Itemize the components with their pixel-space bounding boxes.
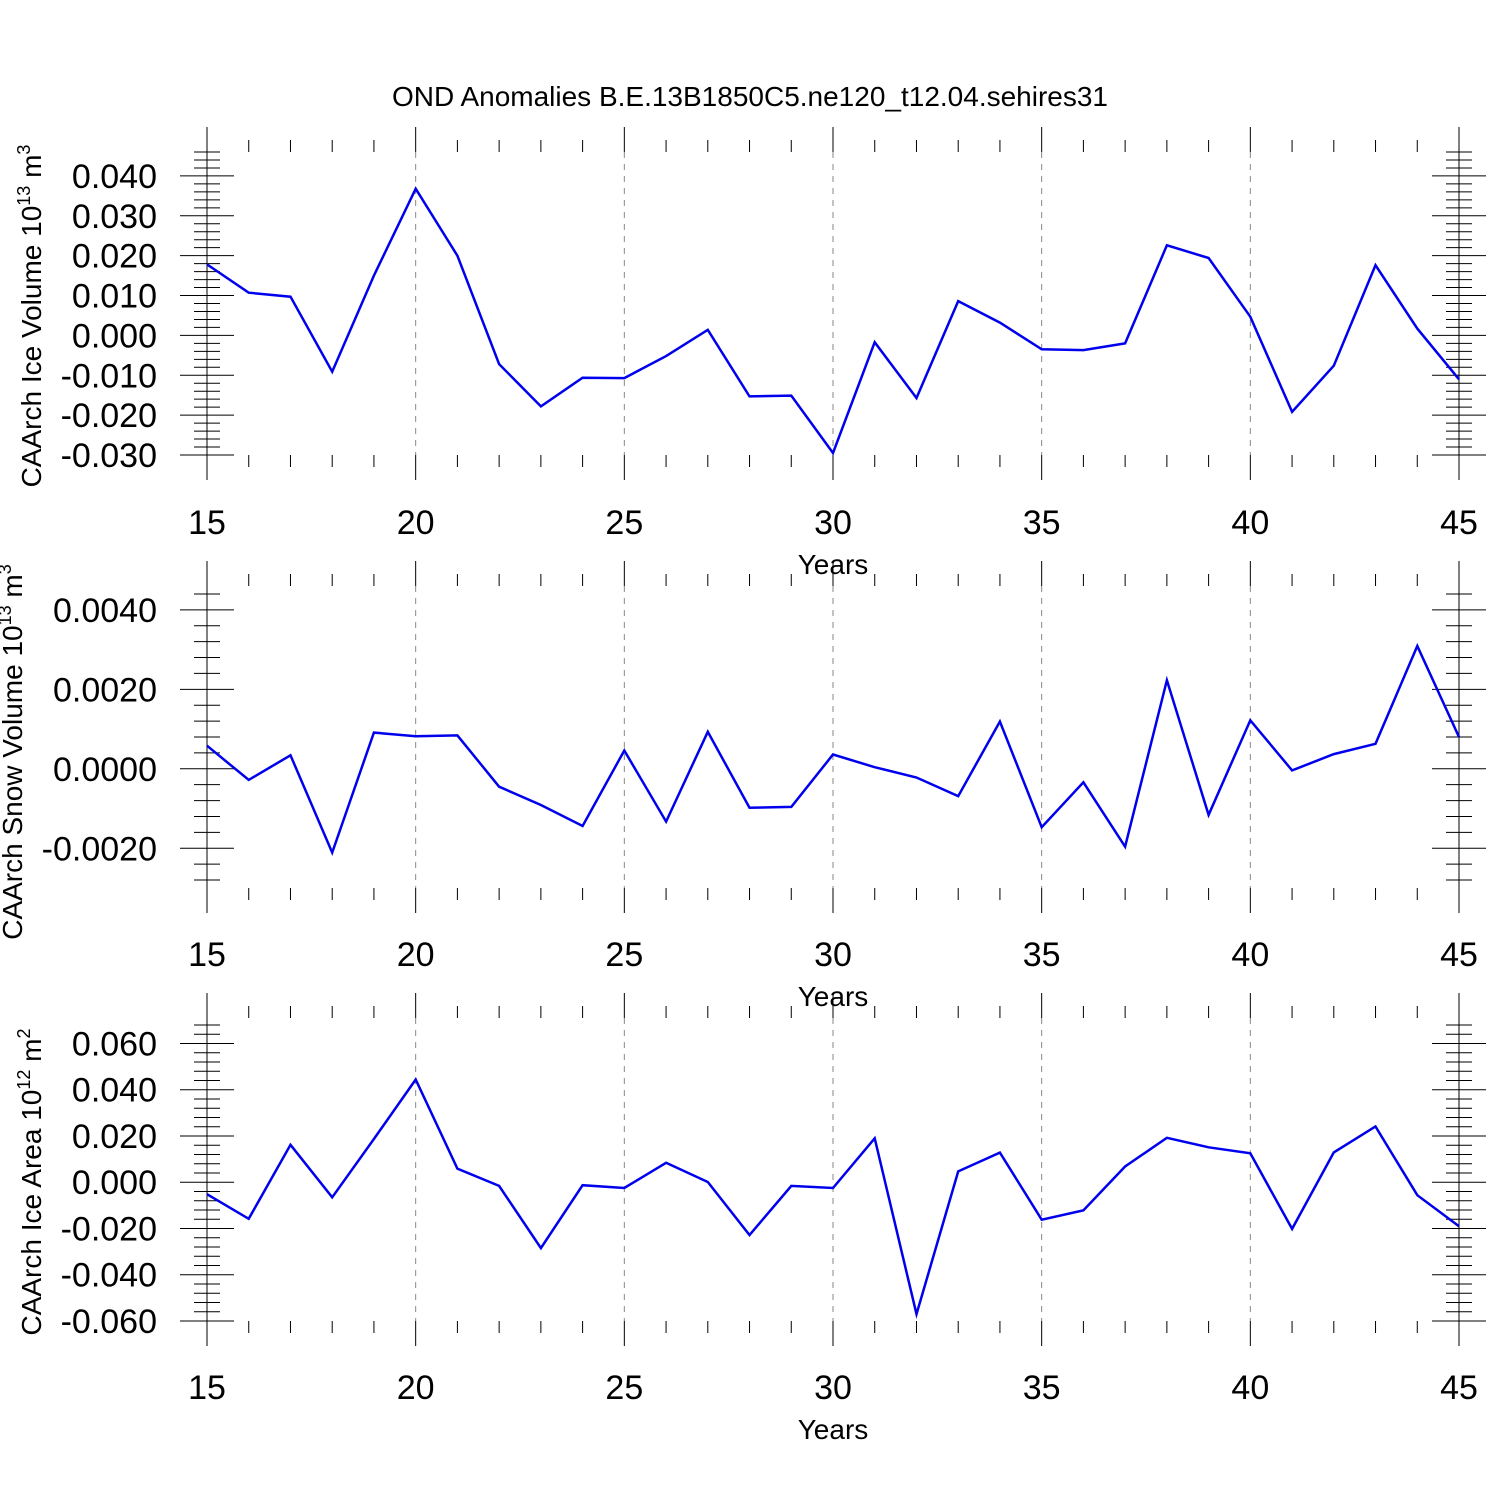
x-tick-label: 45 (1440, 504, 1478, 542)
y-tick-label: -0.040 (61, 1257, 157, 1295)
x-tick-label: 45 (1440, 1369, 1478, 1407)
y-tick-label: 0.060 (72, 1025, 157, 1063)
y-tick-label: -0.020 (61, 397, 157, 435)
labels-ice-area: 15 20 25 30 35 40 45 -0.060 -0.040 -0.020 0.000 0.0… (61, 1025, 1478, 1407)
y-tick-label: 0.020 (72, 238, 157, 276)
grid-snow-volume (415, 586, 1251, 888)
x-tick-label: 40 (1231, 504, 1269, 542)
y-tick-label: -0.0020 (42, 830, 157, 868)
labels-ice-volume: 15 20 25 30 35 40 45-0.030-0.020-0.0100.0000.0… (61, 158, 1478, 542)
y-tick-label: -0.010 (61, 357, 157, 395)
series-ice-area (206, 1077, 1460, 1319)
y-tick-label: -0.060 (61, 1303, 157, 1341)
panel-ice-area: 15 20 25 30 35 40 45 -0.060 -0.040 -0.020 0.000 0.0… (14, 993, 1486, 1445)
x-tick-label: 15 (188, 936, 226, 974)
x-tick-label: 25 (605, 504, 643, 542)
x-tick-label: 35 (1023, 936, 1061, 974)
x-axis-label-ice-area: Years (798, 1414, 869, 1445)
x-tick-label: 40 (1231, 1369, 1269, 1407)
chart-title: OND Anomalies B.E.13B1850C5.ne120_t12.04… (392, 81, 1108, 112)
x-tick-label: 25 (605, 936, 643, 974)
y-tick-label: 0.040 (72, 158, 157, 196)
grid-ice-area (415, 1018, 1251, 1321)
y-axis-label-ice-area: CAArch Ice Area 1012 m2 (14, 1028, 47, 1335)
series-line (206, 642, 1461, 857)
x-tick-label: 25 (605, 1369, 643, 1407)
y-tick-label: 0.0020 (53, 671, 157, 709)
y-tick-label: 0.040 (72, 1072, 157, 1110)
labels-snow-volume: 15 20 25 30 35 40 45 -0.0020 0.0000 0.0020 0.0040 (42, 592, 1478, 974)
x-tick-label: 20 (397, 504, 435, 542)
series-ice-volume (206, 186, 1460, 456)
y-tick-label: 0.000 (72, 1164, 157, 1202)
series-snow-volume (206, 642, 1461, 857)
grid-ice-volume (415, 152, 1251, 455)
series-line (206, 186, 1460, 456)
y-axis-label-ice-volume: CAArch Ice Volume 1013 m3 (14, 145, 47, 488)
x-tick-label: 20 (397, 1369, 435, 1407)
series-line (206, 1077, 1460, 1319)
y-tick-label: -0.020 (61, 1210, 157, 1248)
x-tick-label: 45 (1440, 936, 1478, 974)
panel-ice-volume: 15 20 25 30 35 40 45-0.030-0.020-0.0100.0000.0… (14, 127, 1486, 580)
x-tick-label: 15 (188, 504, 226, 542)
x-tick-label: 40 (1231, 936, 1269, 974)
y-axis-label-snow-volume: CAArch Snow Volume 1013 m3 (0, 564, 28, 940)
y-tick-label: 0.0040 (53, 592, 157, 630)
x-tick-label: 30 (814, 936, 852, 974)
y-tick-label: 0.010 (72, 278, 157, 316)
ticks-ice-volume (180, 127, 1486, 480)
panel-snow-volume: 15 20 25 30 35 40 45-0.00200.00000.00200.0040 … (0, 561, 1486, 1012)
ticks-ice-area (180, 993, 1486, 1346)
y-tick-label: 0.030 (72, 198, 157, 236)
x-tick-label: 20 (397, 936, 435, 974)
x-tick-label: 30 (814, 504, 852, 542)
y-tick-label: 0.000 (72, 317, 157, 355)
x-tick-label: 35 (1023, 1369, 1061, 1407)
y-tick-label: 0.020 (72, 1118, 157, 1156)
x-tick-label: 35 (1023, 504, 1061, 542)
y-tick-label: 0.0000 (53, 751, 157, 789)
x-tick-label: 30 (814, 1369, 852, 1407)
x-tick-label: 15 (188, 1369, 226, 1407)
y-tick-label: -0.030 (61, 437, 157, 475)
